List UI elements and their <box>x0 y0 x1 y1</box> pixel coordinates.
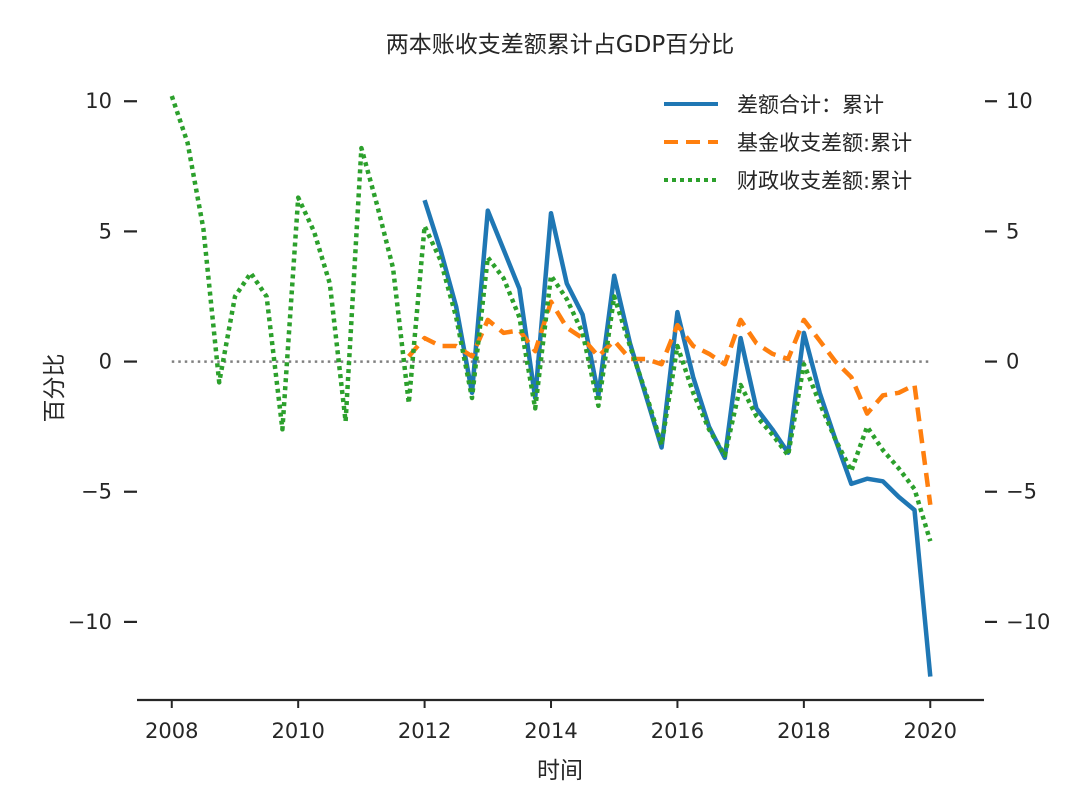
series-layer <box>169 95 933 677</box>
y-tick-label-left: 10 <box>85 89 112 113</box>
y-tick-label-left: 5 <box>99 219 112 243</box>
y-axis-right: 10 5 0 −5 −10 <box>985 89 1050 634</box>
y-axis-label: 百分比 <box>42 354 68 423</box>
series-line-1 <box>422 199 933 677</box>
y-axis-left: 10 5 0 −5 −10 <box>68 89 137 634</box>
x-axis: 2008 2010 2012 2014 2016 2018 2020 <box>137 698 984 743</box>
x-tick-label: 2018 <box>777 719 830 743</box>
x-tick-label: 2012 <box>398 719 451 743</box>
y-tick-label-right: 10 <box>1006 89 1033 113</box>
y-tick-label-right: −10 <box>1006 610 1050 634</box>
legend-label-1: 差额合计：累计 <box>737 93 884 117</box>
y-tick-label-right: 5 <box>1006 219 1019 243</box>
x-axis-label: 时间 <box>537 758 583 784</box>
x-tick-label: 2008 <box>145 719 198 743</box>
y-tick-label-right: −5 <box>1006 480 1037 504</box>
series-line-3 <box>169 95 933 542</box>
x-tick-label: 2016 <box>651 719 704 743</box>
y-tick-label-left: −5 <box>81 480 112 504</box>
y-tick-label-left: −10 <box>68 610 112 634</box>
chart-title: 两本账收支差额累计占GDP百分比 <box>386 32 734 58</box>
legend-label-3: 财政收支差额:累计 <box>737 169 912 193</box>
y-tick-label-left: 0 <box>99 350 112 374</box>
x-tick-label: 2014 <box>524 719 577 743</box>
series-line-2 <box>407 299 933 506</box>
x-tick-label: 2010 <box>271 719 324 743</box>
legend-label-2: 基金收支差额:累计 <box>737 131 912 155</box>
x-tick-label: 2020 <box>904 719 957 743</box>
y-tick-label-right: 0 <box>1006 350 1019 374</box>
